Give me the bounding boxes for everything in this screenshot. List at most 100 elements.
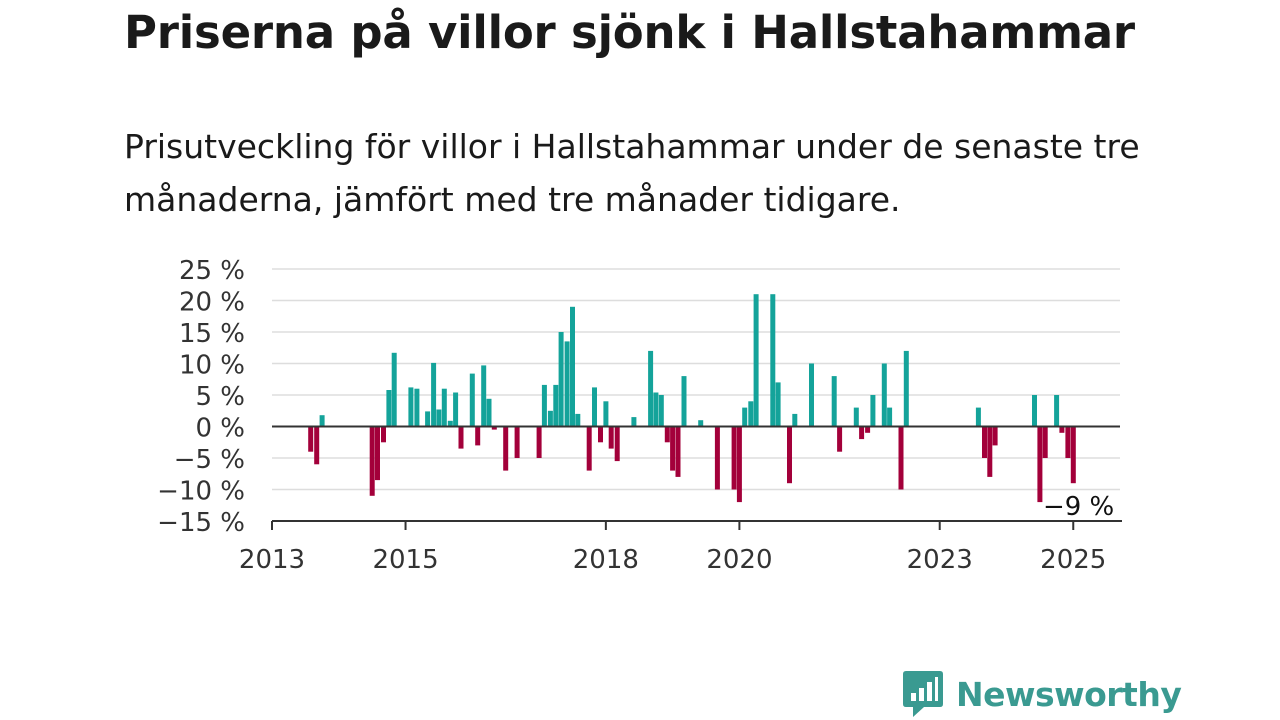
- bar: [865, 426, 871, 433]
- last-value-annotation: −9 %: [1040, 489, 1117, 525]
- bar: [570, 306, 575, 427]
- x-tick-label: 2025: [1040, 545, 1106, 575]
- bar: [458, 426, 464, 449]
- bar: [558, 332, 564, 427]
- bar: [831, 376, 837, 427]
- bar: [1059, 426, 1065, 433]
- bar: [1032, 395, 1037, 427]
- bar: [881, 363, 887, 427]
- bar: [469, 373, 475, 427]
- bar: [753, 294, 759, 427]
- bar: [608, 426, 614, 449]
- bar: [391, 352, 397, 427]
- bar: [481, 365, 487, 427]
- bar: [375, 426, 380, 481]
- brand-name: Newsworthy: [956, 674, 1182, 714]
- y-tick-label: 10 %: [179, 351, 245, 381]
- bar: [992, 426, 998, 446]
- bar: [436, 409, 442, 427]
- bar: [414, 388, 420, 427]
- bar: [536, 426, 542, 458]
- bar: [592, 387, 597, 427]
- bar: [775, 382, 781, 427]
- bar: [491, 426, 497, 430]
- bar: [408, 387, 414, 427]
- bar: [453, 392, 459, 427]
- bar: [425, 411, 431, 427]
- axes: [271, 425, 1122, 530]
- bar: [598, 426, 603, 443]
- bar: [653, 392, 659, 427]
- bar: [714, 426, 720, 490]
- bar: [631, 417, 637, 427]
- y-tick-label: 15 %: [179, 319, 245, 349]
- bar: [670, 426, 676, 471]
- newsworthy-logo: Newsworthy: [902, 670, 1182, 718]
- y-tick-label: −5 %: [174, 445, 245, 475]
- bar: [514, 426, 520, 458]
- bar: [614, 426, 620, 462]
- bar: [736, 426, 742, 503]
- x-tick-label: 2018: [573, 545, 639, 575]
- bar: [903, 350, 909, 427]
- bar: [982, 426, 987, 458]
- bar: [475, 426, 481, 446]
- bar: [748, 401, 754, 427]
- bar: [648, 350, 654, 427]
- y-tick-label: 25 %: [179, 256, 245, 286]
- bar: [1042, 426, 1048, 458]
- bar: [308, 426, 314, 452]
- bar: [1065, 426, 1071, 458]
- bar: [1070, 426, 1076, 484]
- bar: [553, 384, 559, 427]
- y-axis-labels: −15 %−10 %−5 %0 %5 %10 %15 %20 %25 %: [157, 256, 245, 538]
- bar: [547, 410, 553, 427]
- bar: [381, 426, 386, 443]
- y-tick-label: 20 %: [179, 288, 245, 318]
- bar: [887, 407, 893, 427]
- bar: [792, 413, 798, 427]
- bar: [1037, 426, 1043, 503]
- annotation-label: −9 %: [1043, 492, 1114, 522]
- bar: [770, 294, 776, 427]
- bar: [447, 420, 453, 427]
- bar: [658, 395, 664, 427]
- y-tick-label: −15 %: [157, 508, 245, 538]
- x-tick-label: 2023: [907, 545, 973, 575]
- bar: [603, 401, 609, 427]
- bar: [853, 407, 859, 427]
- bar: [486, 398, 492, 427]
- bar-series: [308, 294, 1076, 503]
- bar: [441, 388, 447, 427]
- bar: [859, 426, 865, 440]
- bar: [787, 426, 792, 484]
- x-axis-labels: 2013 2015 2018 2020 2023 2025: [239, 545, 1106, 575]
- bar: [837, 426, 843, 452]
- bar: [386, 390, 392, 427]
- bar: [870, 395, 876, 427]
- bar: [564, 341, 570, 427]
- bar: [681, 376, 687, 427]
- chart-subtitle: Prisutveckling för villor i Hallstahamma…: [124, 127, 1140, 219]
- bar: [731, 426, 737, 490]
- bar: [898, 426, 904, 490]
- bar: [503, 426, 509, 471]
- bar: [675, 426, 681, 477]
- x-tick-label: 2013: [239, 545, 305, 575]
- y-tick-label: −10 %: [157, 477, 245, 507]
- bar: [987, 426, 993, 477]
- bar: [369, 426, 375, 496]
- y-tick-label: 5 %: [195, 382, 245, 412]
- chart-title: Priserna på villor sjönk i Hallstahammar: [124, 6, 1135, 59]
- bar: [1054, 395, 1060, 427]
- x-tick-label: 2020: [706, 545, 772, 575]
- bar: [586, 426, 592, 471]
- bar: [698, 420, 704, 427]
- newsworthy-logo-icon: [903, 671, 943, 717]
- bar: [541, 384, 547, 427]
- bar: [575, 413, 581, 427]
- bar: [664, 426, 670, 443]
- bar: [809, 363, 814, 427]
- y-tick-label: 0 %: [195, 414, 245, 444]
